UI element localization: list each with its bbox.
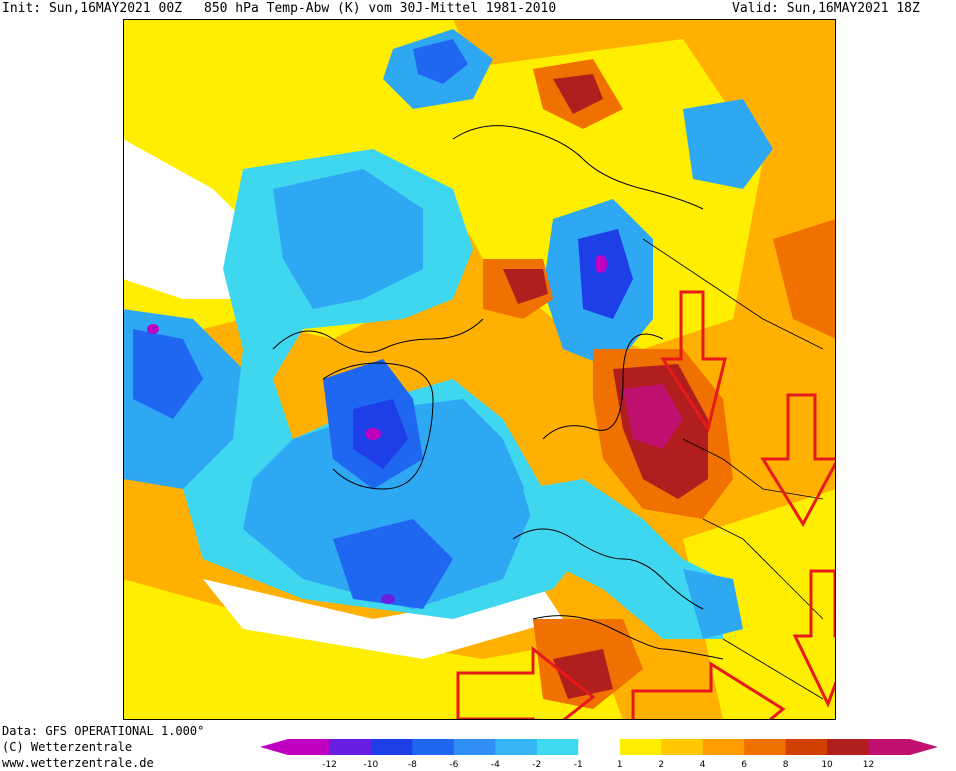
- cold-region-scandinavia-core: [578, 229, 633, 319]
- neutral-band-south: [203, 579, 563, 659]
- legend-tick-label: 6: [741, 760, 747, 770]
- data-source-label: Data: GFS OPERATIONAL 1.000°: [2, 724, 205, 738]
- borders: [642, 238, 824, 700]
- extreme-region-russia: [623, 384, 683, 449]
- legend-swatch: [288, 739, 330, 755]
- cold-region-west-core: [133, 329, 203, 419]
- legend-swatch: [661, 739, 704, 755]
- legend-tick-label: 4: [699, 760, 706, 770]
- legend-swatch: [536, 739, 579, 755]
- legend-tick-label: -6: [449, 760, 459, 770]
- annotation-arrow: [631, 661, 786, 720]
- legend-swatch: [578, 739, 621, 755]
- legend-tick-label: 12: [862, 760, 875, 770]
- color-scale-legend: [260, 739, 938, 755]
- legend-swatch: [744, 739, 787, 755]
- legend-swatch: [370, 739, 413, 755]
- legend-tick-label: 2: [658, 760, 665, 770]
- cold-spot-atlantic: [381, 594, 395, 604]
- hot-region-siberia: [503, 269, 548, 304]
- cold-region-arctic-mid: [273, 169, 423, 309]
- legend-tick-label: -8: [407, 760, 417, 770]
- legend-tick-label: 8: [782, 760, 789, 770]
- legend-swatch: [785, 739, 828, 755]
- cold-region-north-core: [413, 39, 468, 84]
- cold-region-atlantic: [333, 519, 453, 609]
- cold-region-arctic-south: [243, 399, 533, 609]
- website-url-label: www.wetterzentrale.de: [2, 756, 154, 770]
- legend-tick-label: -12: [322, 760, 337, 770]
- legend-swatch: [495, 739, 538, 755]
- init-time-label: Init: Sun,16MAY2021 00Z: [2, 1, 183, 16]
- cold-spot-west: [147, 324, 159, 334]
- cold-spot-scandinavia: [595, 255, 607, 273]
- legend-swatch: [702, 739, 745, 755]
- cold-region-northeast: [683, 99, 773, 189]
- hot-region-mediterranean: [553, 649, 613, 699]
- legend-tick-label: -2: [532, 760, 542, 770]
- legend-arrow-left: [260, 739, 288, 755]
- yellow-field-center: [383, 39, 763, 349]
- temperature-anomaly-map: [123, 19, 836, 720]
- annotation-arrow: [660, 290, 727, 433]
- cool-region-balkan: [683, 569, 743, 639]
- legend-tick-label: -4: [490, 760, 500, 770]
- legend-swatch: [412, 739, 455, 755]
- legend-tick-label: -1: [573, 760, 583, 770]
- coastlines: [272, 125, 724, 660]
- cold-spot-greenland: [365, 428, 381, 440]
- legend-swatch: [827, 739, 870, 755]
- copyright-label: (C) Wetterzentrale: [2, 740, 133, 754]
- legend-swatch: [868, 739, 911, 755]
- legend-swatch: [619, 739, 662, 755]
- legend-swatch: [453, 739, 496, 755]
- valid-time-label: Valid: Sun,16MAY2021 18Z: [732, 1, 920, 16]
- yellow-field-east: [683, 489, 836, 720]
- hot-region-north-siberia: [553, 74, 603, 114]
- map-title: 850 hPa Temp-Abw (K) vom 30J-Mittel 1981…: [204, 1, 557, 16]
- legend-tick-label: -10: [363, 760, 379, 770]
- legend-tick-label: 10: [821, 760, 833, 770]
- legend-tick-label: 1: [616, 760, 623, 770]
- legend-arrow-right: [910, 739, 938, 755]
- legend-swatch: [329, 739, 372, 755]
- annotation-arrow: [760, 393, 836, 528]
- warm-region-east: [773, 219, 836, 339]
